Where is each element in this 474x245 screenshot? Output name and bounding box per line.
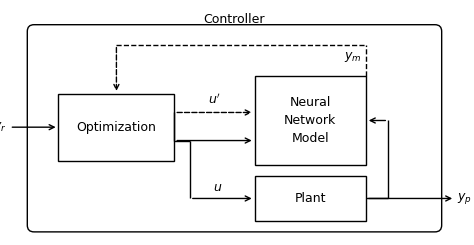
Text: Optimization: Optimization (76, 121, 156, 134)
FancyBboxPatch shape (27, 25, 442, 232)
Text: $y_p$: $y_p$ (457, 191, 472, 206)
Text: $u'$: $u'$ (208, 93, 221, 107)
Bar (255, 76, 366, 165)
Text: Plant: Plant (294, 192, 326, 205)
Text: Controller: Controller (204, 13, 265, 26)
Bar (255, 176, 366, 221)
Bar (58, 94, 174, 160)
Text: $y_r$: $y_r$ (0, 120, 7, 134)
Text: Neural
Network
Model: Neural Network Model (284, 96, 337, 145)
Text: $y_m$: $y_m$ (344, 50, 362, 64)
Text: $u$: $u$ (213, 181, 222, 194)
